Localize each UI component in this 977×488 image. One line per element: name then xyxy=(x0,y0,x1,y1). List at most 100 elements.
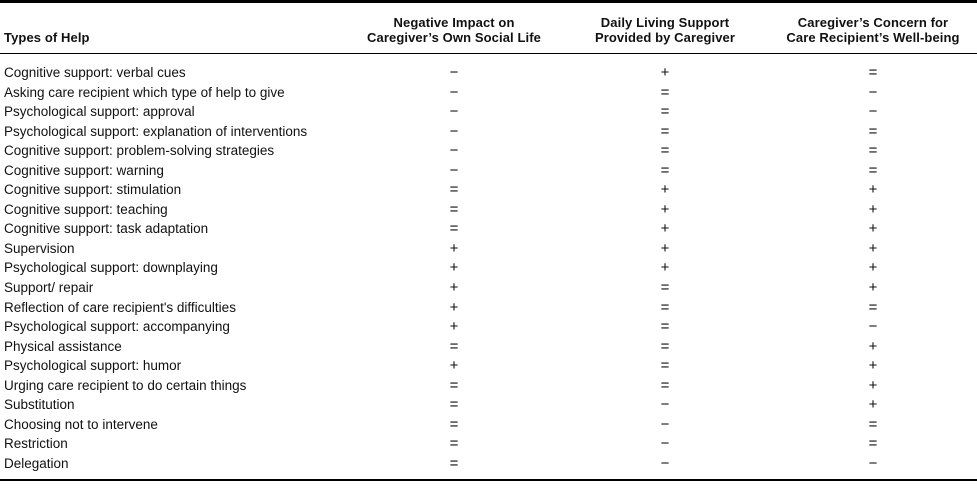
symbol-cell-caregiver-concern: = xyxy=(868,161,878,179)
symbol-cell-daily-living-support: = xyxy=(660,279,670,297)
col-header-types-of-help: Types of Help xyxy=(0,3,347,54)
symbol-cell-daily-living-support: = xyxy=(660,83,670,101)
symbol-cell-caregiver-concern: + xyxy=(868,376,878,394)
symbol-cell-negative-impact: = xyxy=(449,396,459,414)
symbol-cell-daily-living-support: + xyxy=(660,220,670,238)
row-label-type-of-help: Cognitive support: task adaptation xyxy=(4,221,209,237)
row-label-type-of-help: Cognitive support: stimulation xyxy=(4,182,182,198)
symbol-cell-daily-living-support: − xyxy=(660,396,670,414)
col-header-line: Caregiver’s Concern for xyxy=(797,15,949,30)
symbol-cell-daily-living-support: + xyxy=(660,181,670,199)
symbol-cell-daily-living-support: + xyxy=(660,64,670,81)
symbol-cell-negative-impact: + xyxy=(449,259,459,277)
symbol-cell-caregiver-concern: + xyxy=(868,239,878,257)
symbol-cell-daily-living-support: − xyxy=(660,415,670,433)
symbol-cell-daily-living-support: = xyxy=(660,142,670,160)
table-body: Cognitive support: verbal cues − + = Ask… xyxy=(0,54,977,481)
row-label-type-of-help: Cognitive support: teaching xyxy=(4,201,168,217)
row-label-type-of-help: Cognitive support: warning xyxy=(4,162,164,178)
row-label-type-of-help: Psychological support: approval xyxy=(4,104,195,120)
symbol-cell-caregiver-concern: = xyxy=(868,122,878,140)
symbol-cell-caregiver-concern: = xyxy=(868,435,878,453)
symbol-cell-negative-impact: = xyxy=(449,220,459,238)
table-row: Cognitive support: teaching = + + xyxy=(0,200,977,220)
table-row: Psychological support: humor + = + xyxy=(0,356,977,376)
table-row: Choosing not to intervene = − = xyxy=(0,415,977,435)
symbol-cell-daily-living-support: − xyxy=(660,454,670,472)
symbol-cell-caregiver-concern: + xyxy=(868,357,878,375)
symbol-cell-negative-impact: + xyxy=(449,298,459,316)
symbol-cell-caregiver-concern: + xyxy=(868,337,878,355)
row-label-type-of-help: Supervision xyxy=(4,240,75,256)
table-row: Restriction = − = xyxy=(0,434,977,454)
symbol-cell-caregiver-concern: − xyxy=(868,454,878,472)
symbol-cell-negative-impact: = xyxy=(449,200,459,218)
symbol-cell-negative-impact: = xyxy=(449,376,459,394)
row-label-type-of-help: Reflection of care recipient's difficult… xyxy=(4,299,236,315)
symbol-cell-caregiver-concern: + xyxy=(868,200,878,218)
symbol-cell-negative-impact: − xyxy=(449,161,459,179)
symbol-cell-negative-impact: − xyxy=(449,142,459,160)
row-label-type-of-help: Restriction xyxy=(4,436,68,452)
row-label-type-of-help: Physical assistance xyxy=(4,338,122,354)
table-row: Support/ repair + = + xyxy=(0,278,977,298)
symbol-cell-negative-impact: + xyxy=(449,357,459,375)
symbol-cell-daily-living-support: + xyxy=(660,259,670,277)
symbol-cell-caregiver-concern: = xyxy=(868,415,878,433)
symbol-cell-daily-living-support: + xyxy=(660,239,670,257)
symbol-cell-negative-impact: − xyxy=(449,103,459,121)
symbol-cell-negative-impact: = xyxy=(449,454,459,472)
symbol-cell-negative-impact: = xyxy=(449,435,459,453)
symbol-cell-caregiver-concern: − xyxy=(868,318,878,336)
row-label-type-of-help: Substitution xyxy=(4,397,75,413)
row-label-type-of-help: Support/ repair xyxy=(4,280,94,296)
symbol-cell-caregiver-concern: = xyxy=(868,298,878,316)
symbol-cell-daily-living-support: = xyxy=(660,318,670,336)
table-row: Substitution = − + xyxy=(0,395,977,415)
symbol-cell-daily-living-support: = xyxy=(660,357,670,375)
table-row: Cognitive support: verbal cues − + = xyxy=(0,54,977,83)
row-label-type-of-help: Cognitive support: verbal cues xyxy=(4,65,186,80)
table-row: Delegation = − − xyxy=(0,454,977,481)
symbol-cell-daily-living-support: = xyxy=(660,122,670,140)
row-label-type-of-help: Cognitive support: problem-solving strat… xyxy=(4,143,275,159)
symbol-cell-negative-impact: − xyxy=(449,122,459,140)
table-row: Cognitive support: problem-solving strat… xyxy=(0,141,977,161)
table-row: Cognitive support: stimulation = + + xyxy=(0,180,977,200)
symbol-cell-negative-impact: = xyxy=(449,337,459,355)
col-header-line: Care Recipient’s Well-being xyxy=(786,30,960,45)
symbol-cell-daily-living-support: = xyxy=(660,298,670,316)
table-row: Cognitive support: task adaptation = + + xyxy=(0,219,977,239)
col-header-line: Caregiver’s Own Social Life xyxy=(367,30,541,45)
symbol-cell-caregiver-concern: = xyxy=(868,142,878,160)
symbol-cell-negative-impact: + xyxy=(449,239,459,257)
symbol-cell-caregiver-concern: + xyxy=(868,220,878,238)
row-label-type-of-help: Psychological support: explanation of in… xyxy=(4,123,308,139)
symbol-cell-caregiver-concern: = xyxy=(868,64,878,81)
row-label-type-of-help: Urging care recipient to do certain thin… xyxy=(4,377,247,393)
table-row: Psychological support: downplaying + + + xyxy=(0,258,977,278)
symbol-cell-caregiver-concern: + xyxy=(868,259,878,277)
col-header-caregiver-concern: Caregiver’s Concern for Care Recipient’s… xyxy=(769,3,977,54)
symbol-cell-daily-living-support: = xyxy=(660,103,670,121)
col-header-line: Provided by Caregiver xyxy=(594,30,736,45)
col-header-negative-impact: Negative Impact on Caregiver’s Own Socia… xyxy=(347,3,561,54)
symbol-cell-caregiver-concern: + xyxy=(868,181,878,199)
symbol-cell-negative-impact: = xyxy=(449,415,459,433)
row-label-type-of-help: Choosing not to intervene xyxy=(4,416,158,432)
row-label-type-of-help: Psychological support: accompanying xyxy=(4,319,230,335)
table-row: Physical assistance = = + xyxy=(0,337,977,357)
table-row: Psychological support: approval − = − xyxy=(0,102,977,122)
symbol-cell-daily-living-support: − xyxy=(660,435,670,453)
col-header-line: Negative Impact on xyxy=(393,15,515,30)
symbol-cell-daily-living-support: = xyxy=(660,376,670,394)
symbol-cell-negative-impact: − xyxy=(449,64,459,81)
row-label-type-of-help: Delegation xyxy=(4,455,69,471)
symbol-cell-daily-living-support: = xyxy=(660,337,670,355)
symbol-cell-negative-impact: + xyxy=(449,279,459,297)
table-row: Asking care recipient which type of help… xyxy=(0,83,977,103)
table-row: Psychological support: accompanying + = … xyxy=(0,317,977,337)
table-row: Cognitive support: warning − = = xyxy=(0,161,977,181)
symbol-cell-negative-impact: + xyxy=(449,318,459,336)
